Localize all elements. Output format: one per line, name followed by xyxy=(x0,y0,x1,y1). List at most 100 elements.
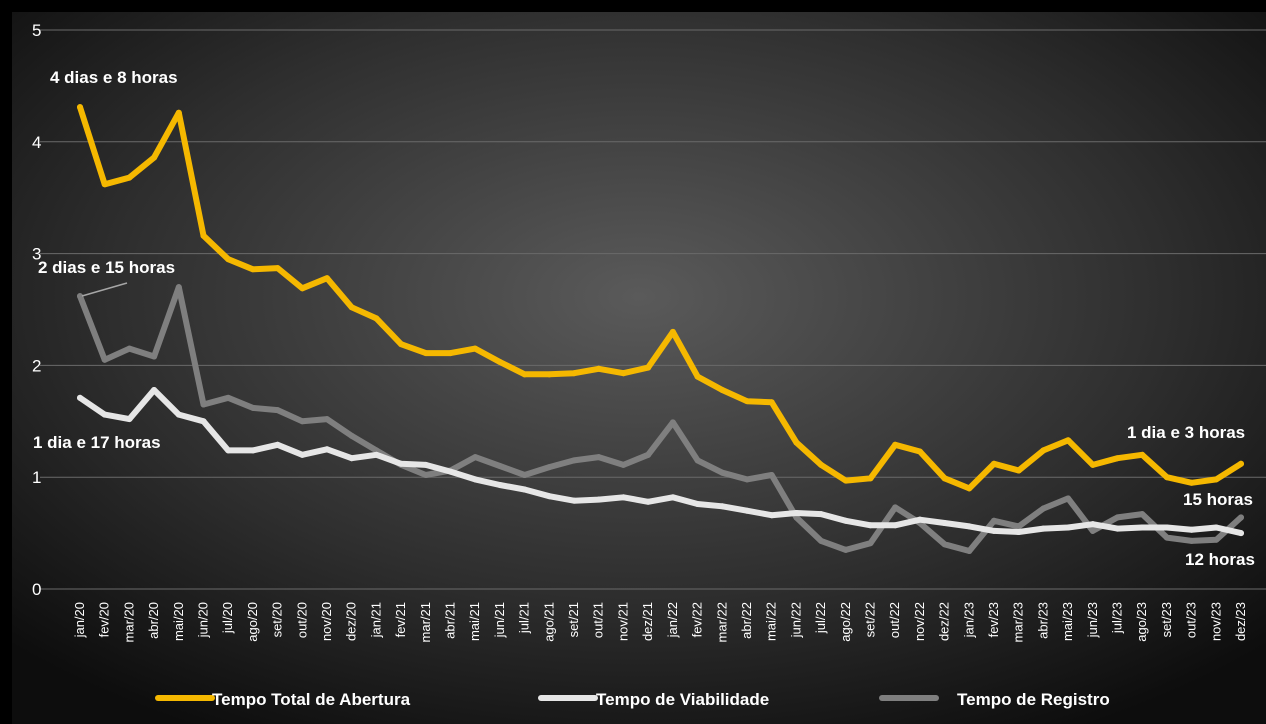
data-point xyxy=(1089,521,1096,528)
data-point xyxy=(126,416,133,423)
x-axis-ticks: jan/20 fev/20 mar/20 abr/20 mai/20 jun/20 jul/… xyxy=(72,602,1248,642)
data-point xyxy=(151,386,158,393)
data-point xyxy=(546,493,553,500)
x-tick-label: fev/20 xyxy=(97,602,112,637)
data-point xyxy=(818,511,825,518)
x-tick-label: jul/20 xyxy=(220,602,235,634)
data-point xyxy=(669,328,676,335)
legend-label: Tempo de Registro xyxy=(957,690,1110,709)
x-tick-label: set/21 xyxy=(566,602,581,637)
annotation-leader-line xyxy=(81,282,128,297)
data-point xyxy=(249,266,256,273)
data-point xyxy=(200,418,207,425)
data-point xyxy=(867,540,874,547)
x-tick-label: mai/20 xyxy=(171,602,186,641)
data-point xyxy=(1089,461,1096,468)
data-point xyxy=(1114,514,1121,521)
data-point xyxy=(966,547,973,554)
data-point xyxy=(571,457,578,464)
data-point xyxy=(966,523,973,530)
data-point xyxy=(1163,534,1170,541)
data-point xyxy=(842,546,849,553)
data-point xyxy=(373,447,380,454)
x-tick-label: jan/21 xyxy=(368,602,383,638)
data-point xyxy=(743,398,750,405)
legend-label: Tempo Total de Abertura xyxy=(212,690,411,709)
data-point xyxy=(1238,460,1244,467)
data-point xyxy=(818,461,825,468)
data-point xyxy=(225,256,232,263)
data-point xyxy=(324,275,331,282)
data-point xyxy=(299,418,306,425)
data-point xyxy=(1015,523,1022,530)
data-point xyxy=(422,350,429,357)
data-point xyxy=(225,447,232,454)
data-point xyxy=(398,460,405,467)
x-tick-label: ago/22 xyxy=(838,602,853,642)
data-point xyxy=(422,461,429,468)
x-tick-label: fev/23 xyxy=(986,602,1001,637)
annotation-label: 1 dia e 17 horas xyxy=(33,433,161,452)
data-point xyxy=(892,504,899,511)
data-point xyxy=(373,451,380,458)
x-tick-label: jul/23 xyxy=(1109,602,1124,634)
data-point xyxy=(941,541,948,548)
data-point xyxy=(571,497,578,504)
data-point xyxy=(447,468,454,475)
data-point xyxy=(274,441,281,448)
data-point xyxy=(768,471,775,478)
data-point xyxy=(1114,455,1121,462)
x-tick-label: abr/21 xyxy=(443,602,458,639)
data-point xyxy=(101,181,108,188)
y-tick-label: 3 xyxy=(32,245,41,264)
x-tick-label: mai/21 xyxy=(467,602,482,641)
data-point xyxy=(842,517,849,524)
data-point xyxy=(620,494,627,501)
data-point xyxy=(101,356,108,363)
data-point xyxy=(1015,528,1022,535)
data-point xyxy=(299,285,306,292)
data-point xyxy=(274,265,281,272)
data-point xyxy=(348,304,355,311)
x-tick-label: ago/21 xyxy=(541,602,556,642)
data-point xyxy=(571,370,578,377)
data-point xyxy=(645,364,652,371)
data-point xyxy=(768,399,775,406)
data-point xyxy=(299,451,306,458)
data-point xyxy=(1188,526,1195,533)
data-point xyxy=(546,464,553,471)
x-tick-label: jun/20 xyxy=(196,602,211,638)
x-tick-label: out/23 xyxy=(1184,602,1199,638)
data-point xyxy=(1065,437,1072,444)
data-point xyxy=(472,345,479,352)
x-tick-label: ago/23 xyxy=(1134,602,1149,642)
data-point xyxy=(77,394,83,401)
data-point xyxy=(249,447,256,454)
data-point xyxy=(200,401,207,408)
x-tick-label: abr/20 xyxy=(146,602,161,639)
x-tick-label: jul/22 xyxy=(813,602,828,634)
x-tick-label: dez/22 xyxy=(937,602,952,641)
data-point xyxy=(1238,530,1244,537)
data-point xyxy=(743,476,750,483)
data-point xyxy=(1213,536,1220,543)
data-point xyxy=(694,373,701,380)
data-point xyxy=(496,463,503,470)
data-point xyxy=(1040,447,1047,454)
x-tick-label: nov/21 xyxy=(615,602,630,641)
x-tick-label: dez/20 xyxy=(344,602,359,641)
x-tick-label: ago/20 xyxy=(245,602,260,642)
data-point xyxy=(1213,476,1220,483)
data-point xyxy=(1188,537,1195,544)
data-point xyxy=(1163,474,1170,481)
data-point xyxy=(1040,505,1047,512)
data-point xyxy=(719,503,726,510)
data-point xyxy=(1065,495,1072,502)
x-tick-label: jul/21 xyxy=(517,602,532,634)
data-point xyxy=(595,365,602,372)
series-line-0 xyxy=(77,104,1244,492)
data-point xyxy=(77,293,83,300)
data-point xyxy=(916,448,923,455)
data-point xyxy=(175,411,182,418)
